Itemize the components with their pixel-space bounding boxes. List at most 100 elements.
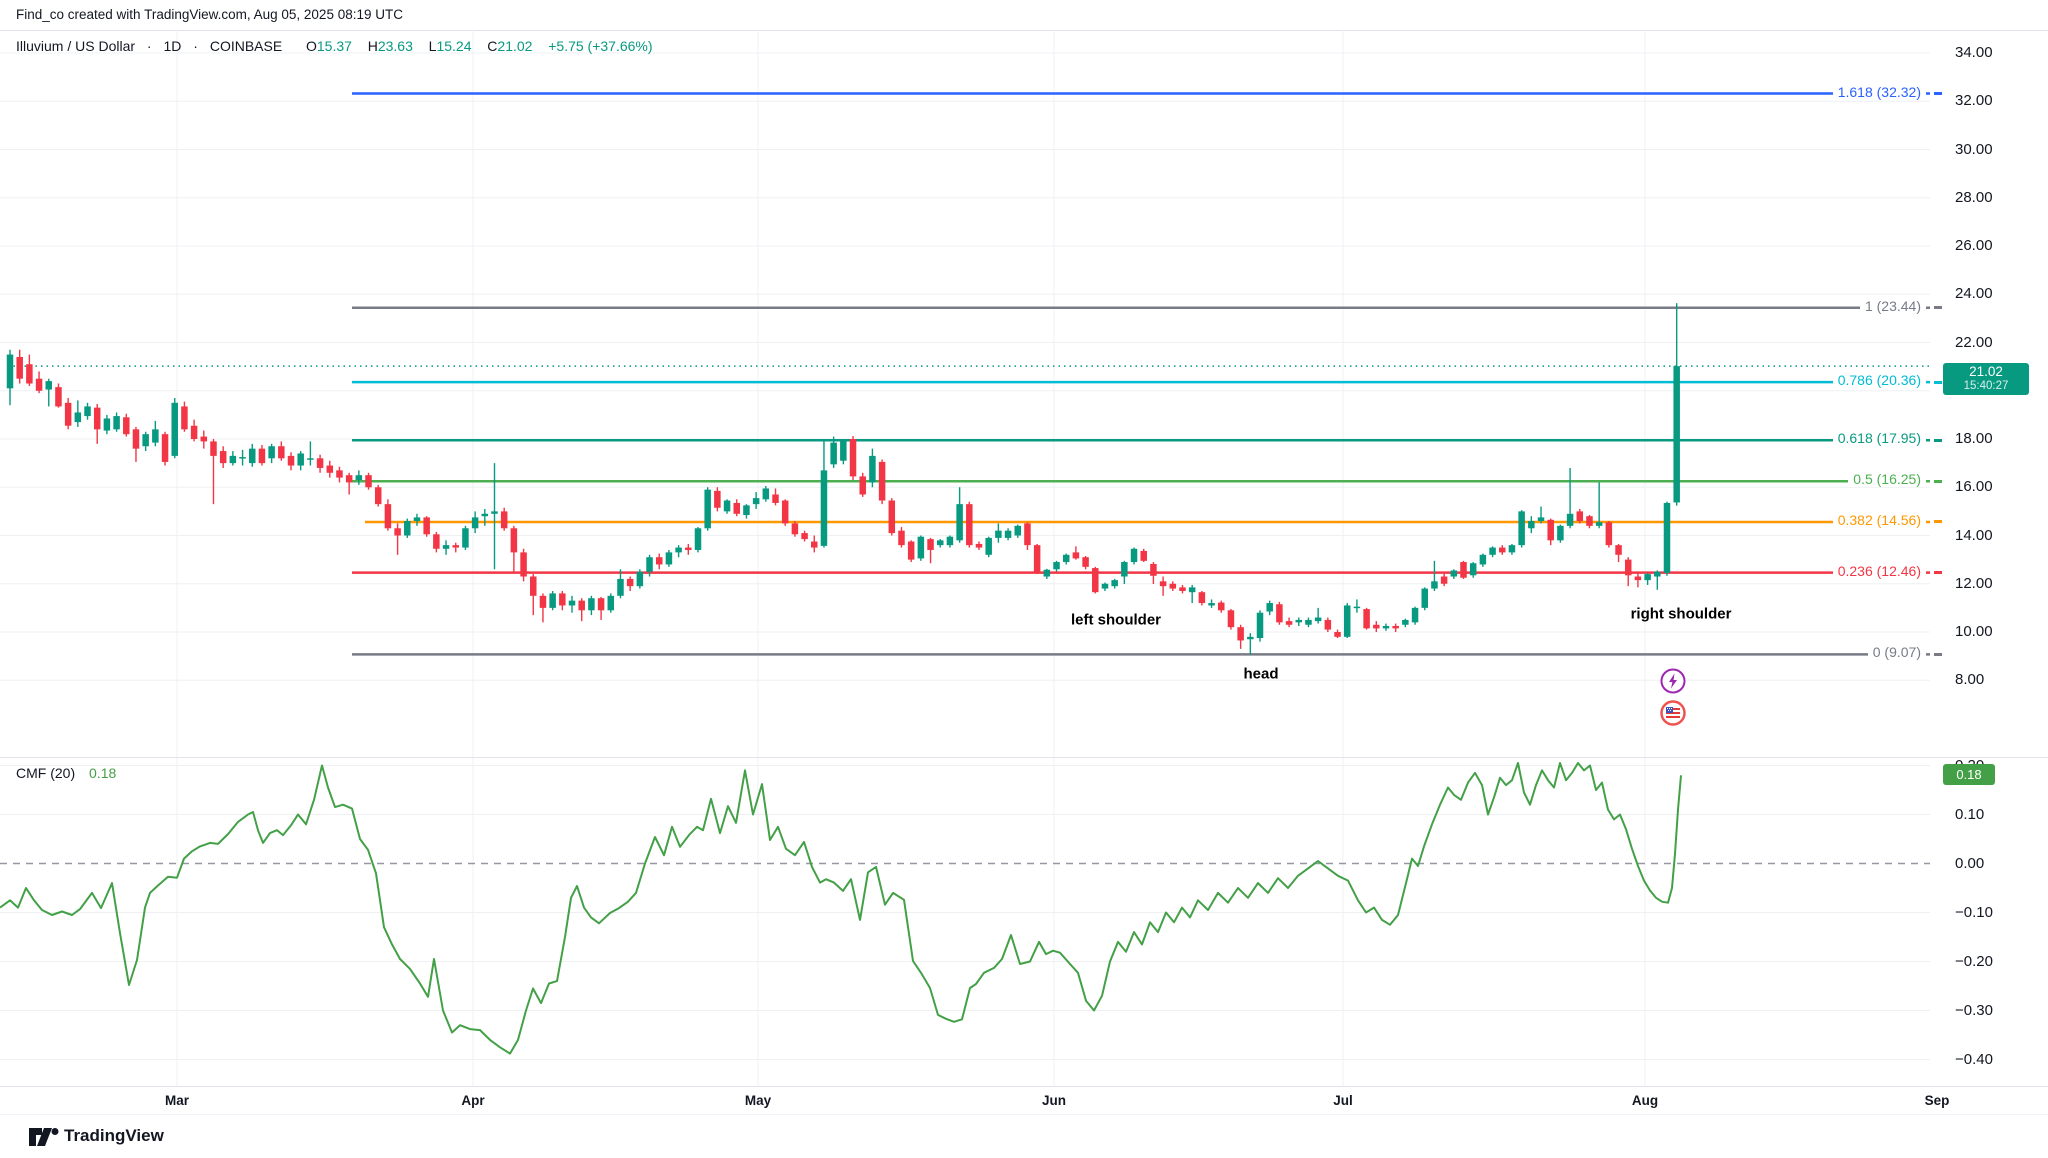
candle-body <box>1198 592 1206 604</box>
candle-body <box>626 578 634 587</box>
fib-label[interactable]: 0.236 (12.46) <box>1832 562 1926 579</box>
candle-body <box>694 528 702 550</box>
candle-body <box>394 528 401 536</box>
candle <box>219 446 227 468</box>
candle <box>1595 482 1603 529</box>
candle <box>607 593 615 613</box>
candle <box>394 523 401 555</box>
candle <box>1082 556 1089 570</box>
candle-body <box>1392 625 1399 629</box>
candle <box>1121 560 1128 584</box>
candle-body <box>646 557 653 572</box>
fib-label[interactable]: 0.618 (17.95) <box>1832 430 1926 447</box>
candle-body <box>714 490 721 508</box>
candle <box>1634 571 1642 588</box>
candle <box>1334 629 1341 639</box>
candle <box>1402 618 1409 628</box>
candle <box>1198 590 1206 606</box>
candle-body <box>1421 588 1428 608</box>
candle <box>791 521 799 537</box>
us-flag-event-icon[interactable] <box>1660 700 1686 731</box>
lightning-event-icon[interactable] <box>1660 668 1686 699</box>
cmf-legend[interactable]: CMF (20) 0.18 <box>16 765 116 781</box>
candle <box>1188 584 1196 604</box>
candle <box>1227 609 1235 630</box>
symbol-legend[interactable]: Illuvium / US Dollar · 1D · COINBASE O15… <box>16 38 653 54</box>
candle-body <box>1508 545 1516 553</box>
time-axis-label-Jul: Jul <box>1333 1093 1353 1108</box>
candle <box>268 443 275 464</box>
candle-body <box>210 441 217 456</box>
candle-body <box>1159 581 1167 587</box>
candle-body <box>64 402 72 426</box>
candle <box>1305 617 1312 628</box>
price-chart[interactable] <box>0 30 1930 757</box>
candle-body <box>345 475 353 483</box>
candle-body <box>1537 517 1545 522</box>
candle-body <box>907 541 915 560</box>
candle <box>1528 516 1535 534</box>
candle-body <box>1363 609 1370 629</box>
candle <box>1576 508 1584 524</box>
candle <box>655 553 663 570</box>
candle-body <box>1314 617 1322 622</box>
candle <box>471 511 479 534</box>
candle <box>917 535 925 561</box>
price-axis-tick: 8.00 <box>1955 671 1985 689</box>
candle-body <box>1431 581 1438 589</box>
candle <box>1489 546 1496 558</box>
candle-body <box>1227 610 1235 628</box>
time-axis[interactable]: Mar Apr May Jun Jul Aug Sep <box>0 1086 2048 1115</box>
cmf-axis-tick: −0.20 <box>1955 952 1993 970</box>
candle <box>927 537 934 564</box>
fib-label[interactable]: 0.5 (16.25) <box>1848 471 1926 488</box>
candle <box>1130 547 1138 565</box>
candle-body <box>1576 511 1584 522</box>
candle-body <box>849 439 857 477</box>
candle-body <box>665 552 673 565</box>
candle <box>200 430 208 449</box>
countdown-timer: 15:40:27 <box>1963 380 2009 393</box>
cmf-indicator-chart[interactable] <box>0 757 1930 1086</box>
candle-body <box>336 470 343 478</box>
fib-label[interactable]: 0.786 (20.36) <box>1832 372 1926 389</box>
candle <box>404 518 411 538</box>
candle-body <box>1053 562 1060 570</box>
fib-label[interactable]: 1.618 (32.32) <box>1832 83 1926 100</box>
candle-body <box>510 528 518 553</box>
candle-body <box>1663 502 1671 573</box>
candle-body <box>588 598 595 611</box>
cmf-value-badge: 0.18 <box>1943 764 1995 786</box>
candle <box>1673 303 1680 506</box>
pane-divider[interactable] <box>0 757 2048 758</box>
candle <box>714 487 721 512</box>
time-axis-label-Aug: Aug <box>1631 1093 1659 1108</box>
fib-label[interactable]: 0 (9.07) <box>1867 644 1926 661</box>
candle <box>811 535 818 553</box>
candle-body <box>1276 604 1283 623</box>
candle-body <box>268 446 275 459</box>
candle-body <box>1382 625 1390 629</box>
candle <box>520 548 527 582</box>
candle <box>597 597 605 620</box>
fib-label[interactable]: 1 (23.44) <box>1859 297 1926 314</box>
candle <box>326 460 334 478</box>
candle-body <box>1615 545 1622 555</box>
candle <box>1247 633 1254 655</box>
candle <box>161 431 169 466</box>
close-label: C <box>487 38 498 54</box>
candle <box>1343 603 1351 639</box>
candle-body <box>791 523 799 535</box>
cmf-axis-tick: 0.10 <box>1955 805 1985 823</box>
candle-body <box>1179 587 1186 591</box>
cmf-axis-tick: −0.40 <box>1955 1050 1993 1068</box>
fib-label[interactable]: 0.382 (14.56) <box>1832 511 1926 528</box>
candle <box>1644 572 1651 585</box>
candle <box>723 499 731 514</box>
candle <box>1043 568 1051 579</box>
candle <box>6 349 14 406</box>
candle <box>743 504 750 519</box>
candle-body <box>74 412 82 423</box>
candle-body <box>568 600 576 606</box>
candle <box>142 431 149 452</box>
